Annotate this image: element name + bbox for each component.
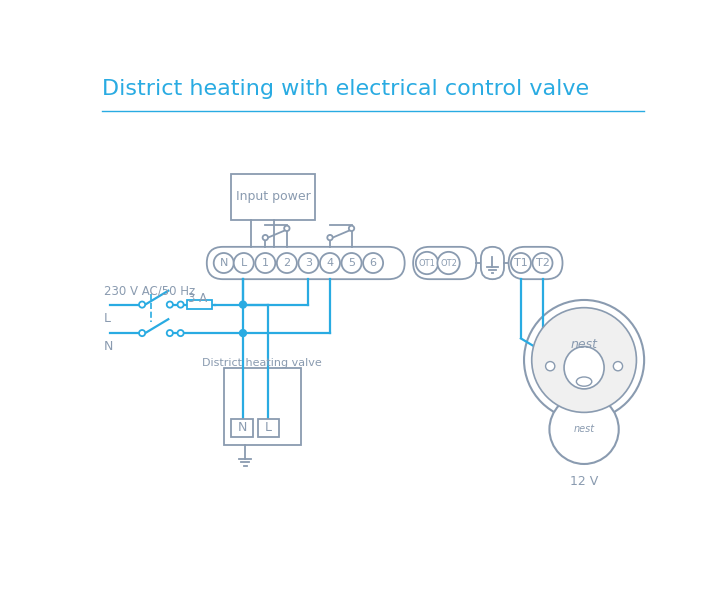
Circle shape [178,330,183,336]
Text: Input power: Input power [236,190,310,203]
FancyBboxPatch shape [232,419,253,437]
Circle shape [320,253,340,273]
Text: L: L [241,258,247,268]
FancyBboxPatch shape [509,247,563,279]
Ellipse shape [577,377,592,386]
Circle shape [524,300,644,420]
Text: 2: 2 [283,258,290,268]
Circle shape [167,330,173,336]
Text: T2: T2 [536,258,550,268]
Circle shape [284,226,290,231]
Circle shape [214,253,234,273]
Text: 3 A: 3 A [189,292,207,305]
Text: 1: 1 [262,258,269,268]
FancyBboxPatch shape [187,300,212,309]
Circle shape [349,226,355,231]
Circle shape [298,253,318,273]
Text: 12 V: 12 V [570,475,598,488]
FancyBboxPatch shape [223,368,301,445]
FancyBboxPatch shape [414,247,476,279]
Text: T1: T1 [514,258,528,268]
Circle shape [438,252,459,274]
Text: District heating with electrical control valve: District heating with electrical control… [102,79,589,99]
Circle shape [263,235,268,241]
Circle shape [550,394,619,464]
Circle shape [614,362,622,371]
Circle shape [531,308,636,412]
Circle shape [240,301,247,308]
Text: 4: 4 [326,258,333,268]
Circle shape [341,253,362,273]
Text: OT1: OT1 [419,258,435,267]
Circle shape [363,253,383,273]
FancyBboxPatch shape [481,247,504,279]
Circle shape [178,302,183,308]
Circle shape [139,330,145,336]
Circle shape [511,253,531,273]
Circle shape [139,302,145,308]
Text: nest: nest [574,424,595,434]
Circle shape [234,253,254,273]
FancyBboxPatch shape [232,173,314,220]
Text: nest: nest [571,338,598,351]
Text: 3: 3 [305,258,312,268]
Circle shape [328,235,333,241]
Text: L: L [103,312,111,325]
Text: 6: 6 [370,258,376,268]
Text: 230 V AC/50 Hz: 230 V AC/50 Hz [103,285,195,298]
FancyBboxPatch shape [258,419,279,437]
Text: District heating valve: District heating valve [202,359,322,368]
Text: 5: 5 [348,258,355,268]
Text: OT2: OT2 [440,258,457,267]
Circle shape [545,362,555,371]
Text: N: N [220,258,228,268]
Circle shape [277,253,297,273]
Text: L: L [265,421,272,434]
Circle shape [532,253,553,273]
Text: N: N [103,340,113,353]
Circle shape [256,253,275,273]
Text: N: N [237,421,247,434]
FancyBboxPatch shape [207,247,405,279]
Circle shape [416,252,438,274]
Circle shape [167,302,173,308]
Ellipse shape [564,346,604,389]
Circle shape [240,330,247,337]
